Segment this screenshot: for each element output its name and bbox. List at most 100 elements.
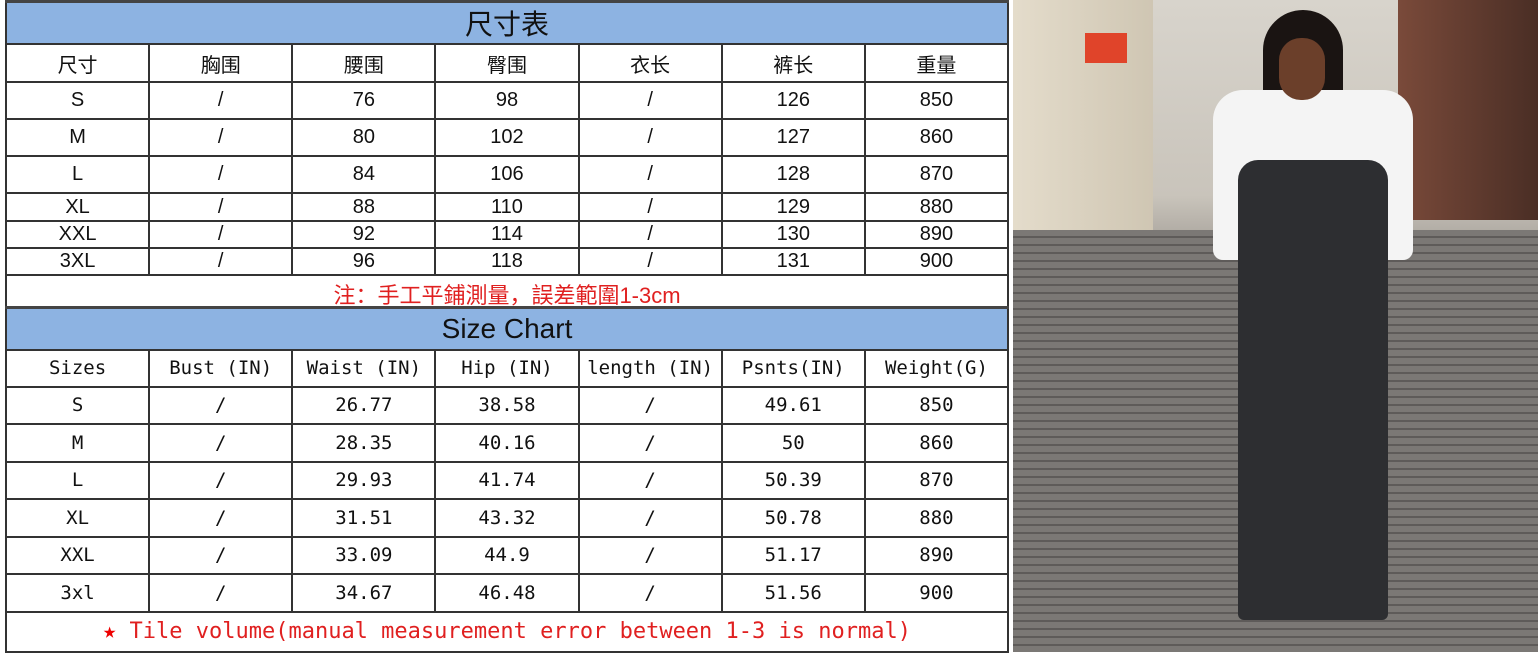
table-cell: 96 bbox=[291, 247, 437, 276]
table-cell: / bbox=[577, 572, 723, 613]
table-cell: 88 bbox=[291, 192, 437, 222]
table-cell: / bbox=[577, 460, 723, 500]
table-cell: 44.9 bbox=[434, 535, 580, 575]
column-header: Psnts(IN) bbox=[720, 348, 866, 388]
table-cell: / bbox=[577, 81, 723, 120]
table-cell: 127 bbox=[720, 118, 866, 157]
table-title: Size Chart bbox=[5, 306, 1009, 351]
header-row: 尺寸 胸围 腰围 臀围 衣长 裤长 重量 bbox=[4, 43, 1010, 83]
measurement-note: ★ Tile volume(manual measurement error b… bbox=[5, 610, 1009, 653]
table-row: L/29.93 41.74/50.39 870 bbox=[4, 460, 1010, 500]
table-cell: L bbox=[4, 460, 151, 500]
english-size-table: Size Chart Sizes Bust (IN) Waist (IN) Hip (… bbox=[4, 306, 1010, 653]
table-cell: 870 bbox=[863, 155, 1010, 194]
table-cell: 76 bbox=[291, 81, 437, 120]
table-cell: 28.35 bbox=[291, 422, 437, 463]
table-cell: 34.67 bbox=[291, 572, 437, 613]
table-cell: S bbox=[4, 81, 151, 120]
model-photo bbox=[1013, 0, 1538, 652]
table-row: XXL/33.09 44.9/51.17 890 bbox=[4, 535, 1010, 575]
table-cell: / bbox=[148, 81, 294, 120]
table-cell: / bbox=[148, 572, 294, 613]
table-cell: 860 bbox=[863, 118, 1010, 157]
table-cell: 106 bbox=[434, 155, 580, 194]
table-cell: 102 bbox=[434, 118, 580, 157]
column-header: length (IN) bbox=[577, 348, 723, 388]
table-cell: 870 bbox=[863, 460, 1010, 500]
table-cell: XL bbox=[4, 192, 151, 222]
table-cell: 890 bbox=[863, 220, 1010, 249]
table-cell: / bbox=[148, 385, 294, 425]
table-cell: / bbox=[148, 460, 294, 500]
table-title: 尺寸表 bbox=[5, 0, 1009, 45]
table-row: XL/31.51 43.32/50.78 880 bbox=[4, 497, 1010, 538]
table-cell: XL bbox=[4, 497, 151, 538]
table-cell: 900 bbox=[863, 247, 1010, 276]
table-row: S/26.77 38.58/49.61 850 bbox=[4, 385, 1010, 425]
table-row: 3xl/34.67 46.48/51.56 900 bbox=[4, 572, 1010, 613]
table-cell: 50 bbox=[720, 422, 866, 463]
table-cell: XXL bbox=[4, 220, 151, 249]
table-cell: 92 bbox=[291, 220, 437, 249]
table-cell: / bbox=[148, 155, 294, 194]
table-cell: / bbox=[577, 220, 723, 249]
table-cell: / bbox=[577, 155, 723, 194]
measurement-note: 注：手工平鋪測量，誤差範圍1-3cm bbox=[5, 274, 1009, 313]
table-cell: 114 bbox=[434, 220, 580, 249]
table-cell: 126 bbox=[720, 81, 866, 120]
table-cell: 850 bbox=[863, 81, 1010, 120]
table-cell: 80 bbox=[291, 118, 437, 157]
table-cell: 98 bbox=[434, 81, 580, 120]
table-cell: / bbox=[577, 497, 723, 538]
table-cell: 880 bbox=[863, 192, 1010, 222]
table-cell: / bbox=[148, 220, 294, 249]
table-cell: 129 bbox=[720, 192, 866, 222]
table-cell: 49.61 bbox=[720, 385, 866, 425]
table-row: M/80 102/127 860 bbox=[4, 118, 1010, 157]
column-header: Waist (IN) bbox=[291, 348, 437, 388]
note-text: 注：手工平鋪測量，誤差範圍1-3cm bbox=[333, 282, 681, 308]
column-header: Sizes bbox=[4, 348, 151, 388]
table-cell: 860 bbox=[863, 422, 1010, 463]
table-row: S/76 98/126 850 bbox=[4, 81, 1010, 120]
table-cell: 118 bbox=[434, 247, 580, 276]
header-row: Sizes Bust (IN) Waist (IN) Hip (IN) length (… bbox=[4, 348, 1010, 388]
table-cell: 51.56 bbox=[720, 572, 866, 613]
table-cell: 29.93 bbox=[291, 460, 437, 500]
table-row: XL/88 110/129 880 bbox=[4, 192, 1010, 222]
table-cell: 43.32 bbox=[434, 497, 580, 538]
table-cell: 26.77 bbox=[291, 385, 437, 425]
table-cell: 850 bbox=[863, 385, 1010, 425]
table-cell: 46.48 bbox=[434, 572, 580, 613]
table-cell: XXL bbox=[4, 535, 151, 575]
table-cell: 128 bbox=[720, 155, 866, 194]
table-cell: 900 bbox=[863, 572, 1010, 613]
table-cell: / bbox=[148, 497, 294, 538]
table-cell: / bbox=[148, 247, 294, 276]
table-cell: / bbox=[577, 118, 723, 157]
table-cell: 31.51 bbox=[291, 497, 437, 538]
table-row: L/84 106/128 870 bbox=[4, 155, 1010, 194]
table-cell: / bbox=[577, 385, 723, 425]
column-header: 尺寸 bbox=[4, 43, 151, 83]
column-header: 衣长 bbox=[577, 43, 723, 83]
table-cell: / bbox=[577, 535, 723, 575]
table-cell: 84 bbox=[291, 155, 437, 194]
table-cell: 33.09 bbox=[291, 535, 437, 575]
column-header: 胸围 bbox=[148, 43, 294, 83]
table-row: XXL/92 114/130 890 bbox=[4, 220, 1010, 249]
star-icon: ★ bbox=[103, 619, 117, 644]
table-cell: L bbox=[4, 155, 151, 194]
chinese-size-table: 尺寸表 尺寸 胸围 腰围 臀围 衣长 裤长 重量 S/76 98/126 850 M/80 102/1… bbox=[4, 0, 1010, 313]
table-cell: 890 bbox=[863, 535, 1010, 575]
table-cell: 110 bbox=[434, 192, 580, 222]
column-header: 裤长 bbox=[720, 43, 866, 83]
note-text: Tile volume(manual measurement error bet… bbox=[129, 619, 911, 644]
table-cell: / bbox=[577, 192, 723, 222]
column-header: 重量 bbox=[863, 43, 1010, 83]
table-row: M/28.35 40.16/50 860 bbox=[4, 422, 1010, 463]
table-cell: 51.17 bbox=[720, 535, 866, 575]
table-cell: / bbox=[148, 118, 294, 157]
table-cell: M bbox=[4, 118, 151, 157]
table-cell: / bbox=[148, 192, 294, 222]
